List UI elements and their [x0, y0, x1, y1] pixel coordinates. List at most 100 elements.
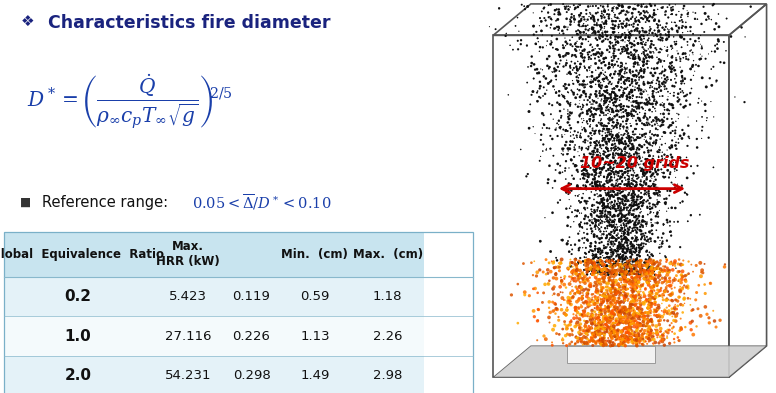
Point	[591, 299, 604, 306]
Point	[620, 286, 632, 292]
Point	[618, 213, 631, 219]
Point	[628, 6, 640, 12]
Point	[549, 178, 561, 184]
Point	[626, 115, 639, 121]
Point	[684, 90, 697, 96]
Point	[610, 221, 622, 228]
Point	[603, 255, 615, 261]
Point	[572, 31, 584, 38]
Point	[608, 53, 621, 59]
Point	[592, 249, 605, 255]
Point	[596, 268, 608, 275]
Point	[608, 123, 621, 130]
Point	[547, 116, 559, 122]
Point	[674, 89, 687, 95]
Point	[666, 154, 678, 160]
Point	[636, 213, 649, 219]
Point	[647, 42, 660, 48]
Point	[606, 267, 618, 273]
Point	[627, 172, 639, 178]
Point	[575, 210, 587, 216]
Point	[603, 263, 615, 269]
Point	[571, 299, 584, 305]
Point	[617, 307, 629, 313]
Point	[637, 179, 650, 185]
Point	[650, 125, 662, 131]
Point	[601, 190, 614, 196]
Point	[617, 268, 629, 274]
Point	[562, 89, 574, 95]
Point	[592, 22, 605, 28]
Point	[616, 253, 629, 259]
Point	[618, 141, 630, 147]
Point	[589, 172, 601, 178]
Point	[606, 7, 618, 14]
Point	[565, 87, 577, 94]
Point	[547, 327, 559, 333]
Point	[618, 186, 631, 193]
Point	[601, 75, 613, 81]
Point	[624, 257, 636, 263]
Point	[698, 29, 711, 35]
Point	[541, 56, 553, 62]
Point	[582, 143, 594, 150]
Point	[616, 305, 629, 311]
Point	[617, 319, 629, 325]
Point	[573, 14, 585, 20]
Point	[606, 80, 618, 86]
Point	[595, 239, 608, 245]
Point	[587, 117, 599, 123]
Point	[624, 217, 636, 223]
Point	[600, 20, 612, 26]
Point	[637, 170, 650, 176]
Point	[611, 262, 624, 268]
Point	[656, 99, 669, 106]
Point	[599, 123, 611, 129]
Point	[591, 178, 604, 184]
Point	[584, 140, 597, 146]
Point	[616, 193, 629, 199]
Point	[595, 218, 608, 224]
Point	[625, 177, 638, 184]
Point	[578, 172, 591, 178]
Point	[580, 160, 593, 166]
Point	[632, 259, 645, 265]
Point	[602, 77, 615, 83]
Point	[608, 113, 621, 119]
Point	[593, 258, 605, 264]
Point	[680, 24, 692, 30]
Point	[676, 182, 688, 189]
Point	[626, 176, 639, 182]
Point	[602, 190, 615, 196]
Point	[644, 101, 656, 107]
Point	[648, 12, 660, 18]
Point	[564, 65, 577, 71]
Point	[666, 66, 678, 73]
Point	[623, 138, 636, 145]
Point	[600, 88, 612, 95]
Point	[625, 264, 637, 270]
Point	[615, 50, 627, 57]
Point	[587, 298, 600, 304]
Point	[638, 313, 650, 319]
Point	[608, 303, 621, 310]
Point	[625, 339, 638, 345]
Point	[596, 155, 608, 162]
Point	[566, 34, 579, 40]
Point	[670, 146, 683, 152]
Point	[583, 163, 595, 169]
Point	[634, 15, 646, 21]
Point	[568, 278, 580, 284]
Point	[536, 110, 549, 116]
Point	[591, 304, 604, 310]
Point	[585, 189, 598, 195]
Point	[744, 4, 757, 10]
Point	[587, 260, 599, 266]
Point	[612, 342, 625, 348]
Point	[591, 99, 603, 106]
Point	[712, 24, 725, 30]
Point	[607, 150, 619, 156]
Point	[633, 263, 646, 269]
Point	[590, 315, 602, 321]
Point	[619, 138, 632, 144]
